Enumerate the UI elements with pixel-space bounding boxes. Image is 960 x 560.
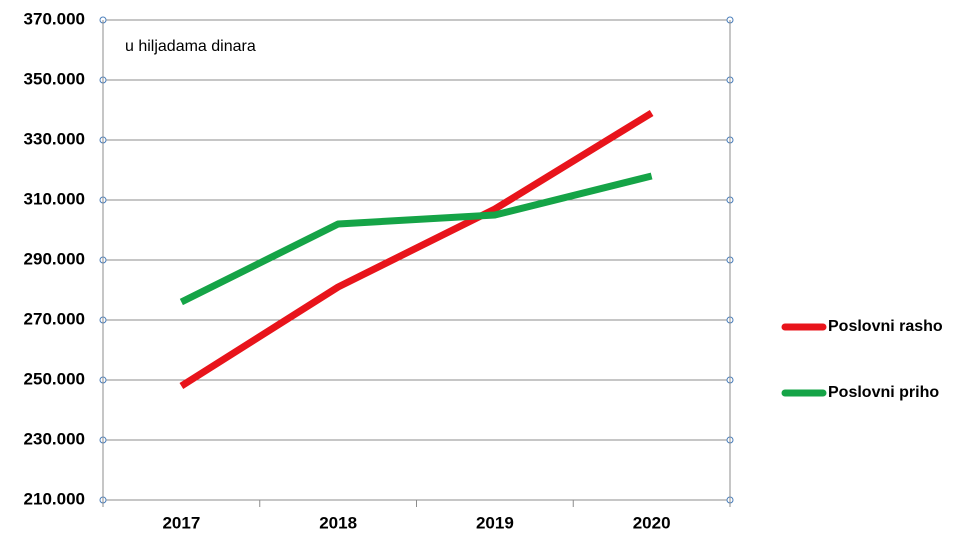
y-tick-label: 290.000 — [24, 249, 85, 268]
y-tick-label: 350.000 — [24, 69, 85, 88]
legend-label: Poslovni priho — [828, 384, 939, 401]
x-tick-label: 2017 — [162, 513, 200, 532]
y-tick-label: 310.000 — [24, 189, 85, 208]
y-tick-label: 270.000 — [24, 309, 85, 328]
legend-label: Poslovni rasho — [828, 318, 943, 335]
x-tick-label: 2018 — [319, 513, 357, 532]
annotation: u hiljadama dinara — [125, 38, 256, 55]
x-tick-label: 2020 — [633, 513, 671, 532]
x-tick-label: 2019 — [476, 513, 514, 532]
y-tick-label: 250.000 — [24, 369, 85, 388]
y-tick-label: 230.000 — [24, 429, 85, 448]
y-tick-label: 370.000 — [24, 9, 85, 28]
series-line — [179, 172, 653, 306]
y-tick-label: 330.000 — [24, 129, 85, 148]
y-tick-label: 210.000 — [24, 489, 85, 508]
series-line — [179, 110, 654, 389]
